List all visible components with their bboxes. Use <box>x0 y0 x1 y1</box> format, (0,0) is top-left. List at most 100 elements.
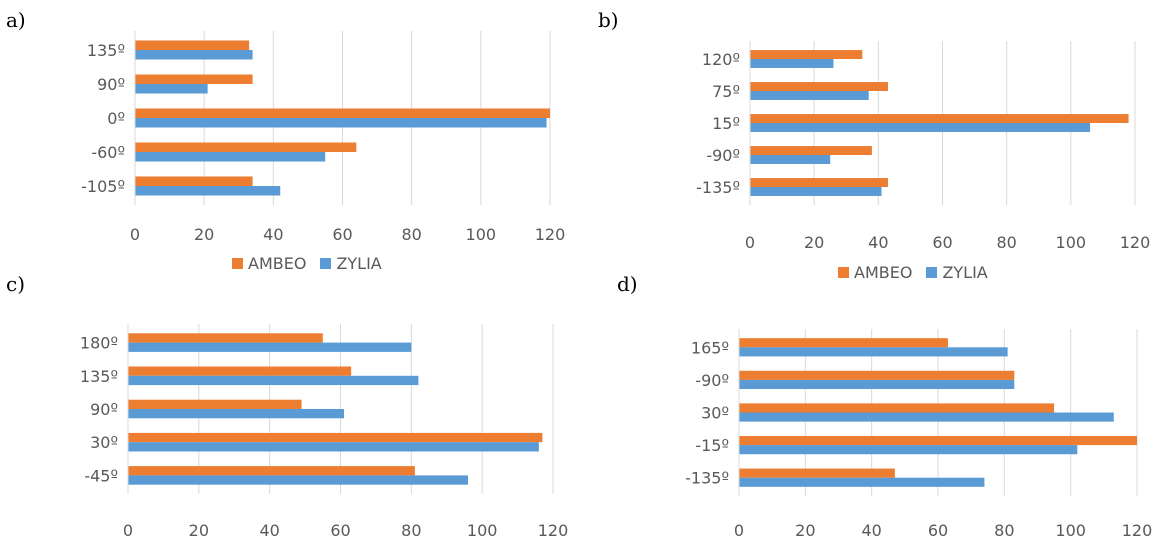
x-tick-label: 100 <box>466 225 497 244</box>
chart-panel-d: 0 20 40 60 80 100 120 165º -90º 30º -15º -135º <box>584 300 1167 541</box>
bar-zylia <box>128 409 345 419</box>
chart-panel-a: 0 20 40 60 80 100 120 135º 90º 0º -60º -105º <box>0 0 583 270</box>
bar-zylia <box>739 412 1114 422</box>
bar-ambeo <box>750 82 888 91</box>
bar-ambeo <box>739 403 1055 413</box>
legend-item-ambeo: AMBEO <box>232 254 306 273</box>
legend-label-zylia: ZYLIA <box>942 263 988 282</box>
x-tick-label: 0 <box>734 521 744 540</box>
chart-svg: 0 20 40 60 80 100 120 180º 135º 90º 30º -45º <box>80 324 568 540</box>
y-tick-label: -15º <box>695 436 729 455</box>
x-tick-label: 20 <box>189 521 209 540</box>
bar-ambeo <box>750 178 888 187</box>
y-tick-label: 90º <box>97 75 125 94</box>
bar-ambeo <box>135 142 357 152</box>
y-tick-label: 135º <box>87 41 125 60</box>
bar-zylia <box>739 347 1008 357</box>
y-tick-label: 30º <box>90 433 118 452</box>
legend-item-zylia: ZYLIA <box>926 263 988 282</box>
bar-ambeo <box>135 40 250 50</box>
legend-label-ambeo: AMBEO <box>248 254 307 273</box>
legend-swatch-ambeo <box>838 267 849 278</box>
y-tick-label: -45º <box>84 466 118 485</box>
panel-label-a: a) <box>6 8 26 32</box>
bar-zylia <box>739 379 1015 390</box>
chart-panel-b: 0 20 40 60 80 100 120 120º 75º 15º -90º -135º <box>584 0 1167 290</box>
bar-zylia <box>739 445 1078 455</box>
x-tick-label: 100 <box>1056 233 1087 252</box>
legend-item-ambeo: AMBEO <box>838 263 912 282</box>
x-tick-label: 0 <box>123 521 133 540</box>
x-tick-label: 0 <box>745 233 755 252</box>
bar-zylia <box>135 50 253 60</box>
bar-ambeo <box>750 50 863 59</box>
bar-ambeo <box>135 108 550 118</box>
bar-zylia <box>128 442 539 452</box>
bar-zylia <box>739 477 985 487</box>
bar-ambeo <box>128 366 352 376</box>
bar-zylia <box>135 152 326 162</box>
bar-ambeo <box>128 432 543 443</box>
x-tick-label: 20 <box>804 233 824 252</box>
legend-label-ambeo: AMBEO <box>854 263 913 282</box>
y-tick-label: -60º <box>91 143 125 162</box>
chart-svg: 0 20 40 60 80 100 120 165º -90º 30º -15º -135º <box>685 329 1153 540</box>
x-tick-label: 60 <box>932 233 952 252</box>
y-tick-label: 0º <box>107 109 125 128</box>
y-tick-label: 120º <box>702 50 740 69</box>
bar-zylia <box>128 475 468 485</box>
bar-ambeo <box>750 114 1129 123</box>
x-tick-label: 100 <box>467 521 498 540</box>
bar-ambeo <box>739 370 1015 380</box>
x-tick-label: 80 <box>401 521 421 540</box>
bar-ambeo <box>128 466 415 476</box>
x-tick-label: 120 <box>1122 521 1153 540</box>
y-tick-label: 135º <box>80 367 118 386</box>
y-tick-label: -90º <box>695 371 729 390</box>
x-tick-label: 60 <box>332 225 352 244</box>
x-tick-label: 20 <box>194 225 214 244</box>
legend-a: AMBEO ZYLIA <box>232 254 382 273</box>
x-tick-label: 120 <box>535 225 566 244</box>
panel-label-c: c) <box>6 272 26 296</box>
x-tick-label: 40 <box>868 233 888 252</box>
y-tick-label: 90º <box>90 400 118 419</box>
chart-panel-c: 0 20 40 60 80 100 120 180º 135º 90º 30º -45º <box>0 300 583 541</box>
legend-b: AMBEO ZYLIA <box>838 263 988 282</box>
chart-svg: 0 20 40 60 80 100 120 135º 90º 0º -60º -105º <box>81 31 566 244</box>
bar-ambeo <box>739 338 948 348</box>
bar-zylia <box>128 342 412 352</box>
legend-swatch-ambeo <box>232 258 243 269</box>
bar-zylia <box>135 118 547 128</box>
x-tick-label: 80 <box>996 233 1016 252</box>
bar-zylia <box>128 375 419 386</box>
bar-ambeo <box>135 74 253 84</box>
bar-zylia <box>750 155 831 164</box>
panel-label-d: d) <box>617 272 638 296</box>
bar-zylia <box>135 186 281 196</box>
bar-ambeo <box>739 468 895 478</box>
y-tick-label: -105º <box>81 177 125 196</box>
x-tick-label: 60 <box>928 521 948 540</box>
bar-zylia <box>750 91 869 100</box>
y-tick-label: 165º <box>691 338 729 357</box>
x-tick-label: 20 <box>795 521 815 540</box>
bar-ambeo <box>128 399 302 409</box>
legend-label-zylia: ZYLIA <box>336 254 382 273</box>
bar-ambeo <box>135 176 253 186</box>
x-tick-label: 40 <box>259 521 279 540</box>
x-tick-label: 60 <box>330 521 350 540</box>
x-tick-label: 40 <box>263 225 283 244</box>
x-tick-label: 80 <box>994 521 1014 540</box>
x-tick-label: 0 <box>130 225 140 244</box>
y-tick-label: -90º <box>706 146 740 165</box>
x-tick-label: 100 <box>1055 521 1086 540</box>
bar-ambeo <box>739 435 1137 446</box>
bar-zylia <box>135 84 208 94</box>
bar-zylia <box>750 59 834 68</box>
y-tick-label: -135º <box>685 469 729 488</box>
x-tick-label: 120 <box>1120 233 1151 252</box>
y-tick-label: 30º <box>701 404 729 423</box>
x-tick-label: 40 <box>861 521 881 540</box>
bar-ambeo <box>128 333 323 343</box>
